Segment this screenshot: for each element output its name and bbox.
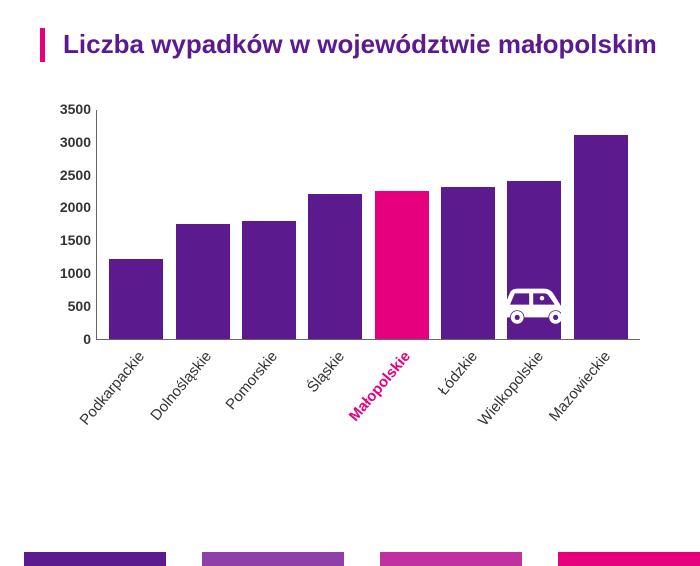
bars-container <box>97 110 640 339</box>
ytick-label: 1500 <box>47 232 91 248</box>
title-accent-bar <box>40 28 45 62</box>
xlabel: Podkarpackie <box>77 348 148 429</box>
footer-accent-bars <box>24 552 700 566</box>
car-icon <box>494 279 574 327</box>
xlabel-slot: Mazowieckie <box>574 340 628 450</box>
title-block: Liczba wypadków w województwie małopolsk… <box>40 28 660 62</box>
footer-accent-segment <box>24 552 166 566</box>
xlabel-slot: Podkarpackie <box>108 340 162 450</box>
ytick-label: 3000 <box>47 134 91 150</box>
ytick-label: 2000 <box>47 199 91 215</box>
bar <box>176 224 230 338</box>
xlabels-container: PodkarpackieDolnośląskiePomorskieŚląskie… <box>96 340 640 450</box>
footer-accent-segment <box>202 552 344 566</box>
bar <box>109 259 163 339</box>
xlabel-slot: Dolnośląskie <box>175 340 229 450</box>
ytick-label: 2500 <box>47 167 91 183</box>
xlabel: Pomorskie <box>223 348 282 413</box>
bar <box>574 135 628 339</box>
xlabel-slot: Małopolskie <box>374 340 428 450</box>
footer-accent-segment <box>558 552 700 566</box>
xlabel-slot: Łódzkie <box>441 340 495 450</box>
ytick-label: 500 <box>47 298 91 314</box>
bar <box>242 221 296 339</box>
bar <box>375 191 429 339</box>
xlabel-slot: Pomorskie <box>241 340 295 450</box>
bar <box>441 187 495 339</box>
ytick-label: 3500 <box>47 101 91 117</box>
xlabel: Łódzkie <box>435 348 481 399</box>
bar-chart: 0500100015002000250030003500 Podkarpacki… <box>40 110 640 450</box>
ytick-label: 1000 <box>47 265 91 281</box>
footer-accent-segment <box>380 552 522 566</box>
plot-area: 0500100015002000250030003500 <box>96 110 640 340</box>
xlabel-slot: Wielkopolskie <box>507 340 561 450</box>
bar <box>507 181 561 339</box>
ytick-label: 0 <box>47 331 91 347</box>
xlabel: Śląskie <box>304 348 348 396</box>
bar <box>308 194 362 339</box>
xlabel-slot: Śląskie <box>308 340 362 450</box>
page-title: Liczba wypadków w województwie małopolsk… <box>63 28 657 62</box>
